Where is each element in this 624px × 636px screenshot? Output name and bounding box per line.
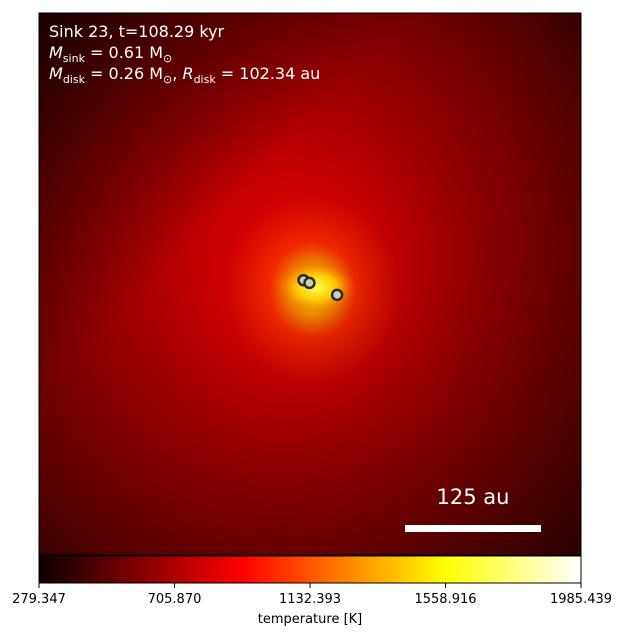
colorbar-tick-label: 279.347	[12, 592, 66, 607]
sink-mass-text: Msink = 0.61 M⊙	[49, 43, 172, 65]
sink-c-marker	[330, 288, 344, 302]
colorbar-label: temperature [K]	[258, 612, 363, 627]
colorbar	[38, 555, 582, 584]
scalebar	[405, 525, 541, 532]
heatmap-panel	[39, 13, 581, 555]
colorbar-tick-label: 1985.439	[550, 592, 612, 607]
sink-info-text: Sink 23, t=108.29 kyr	[49, 22, 225, 41]
colorbar-tick-label: 1558.916	[414, 592, 476, 607]
sink-markers	[297, 273, 344, 302]
hot-core	[276, 261, 356, 313]
colorbar-ticks: 279.347 705.870 1132.393 1558.916 1985.439	[12, 583, 612, 607]
colorbar-tick-label: 705.870	[148, 592, 202, 607]
colorbar-tick-label: 1132.393	[279, 592, 341, 607]
disk-info-text: Mdisk = 0.26 M⊙, Rdisk = 102.34 au	[49, 64, 320, 86]
sink-b-marker	[303, 276, 316, 290]
scalebar-label: 125 au	[437, 485, 510, 509]
heatmap-frame	[38, 12, 582, 556]
